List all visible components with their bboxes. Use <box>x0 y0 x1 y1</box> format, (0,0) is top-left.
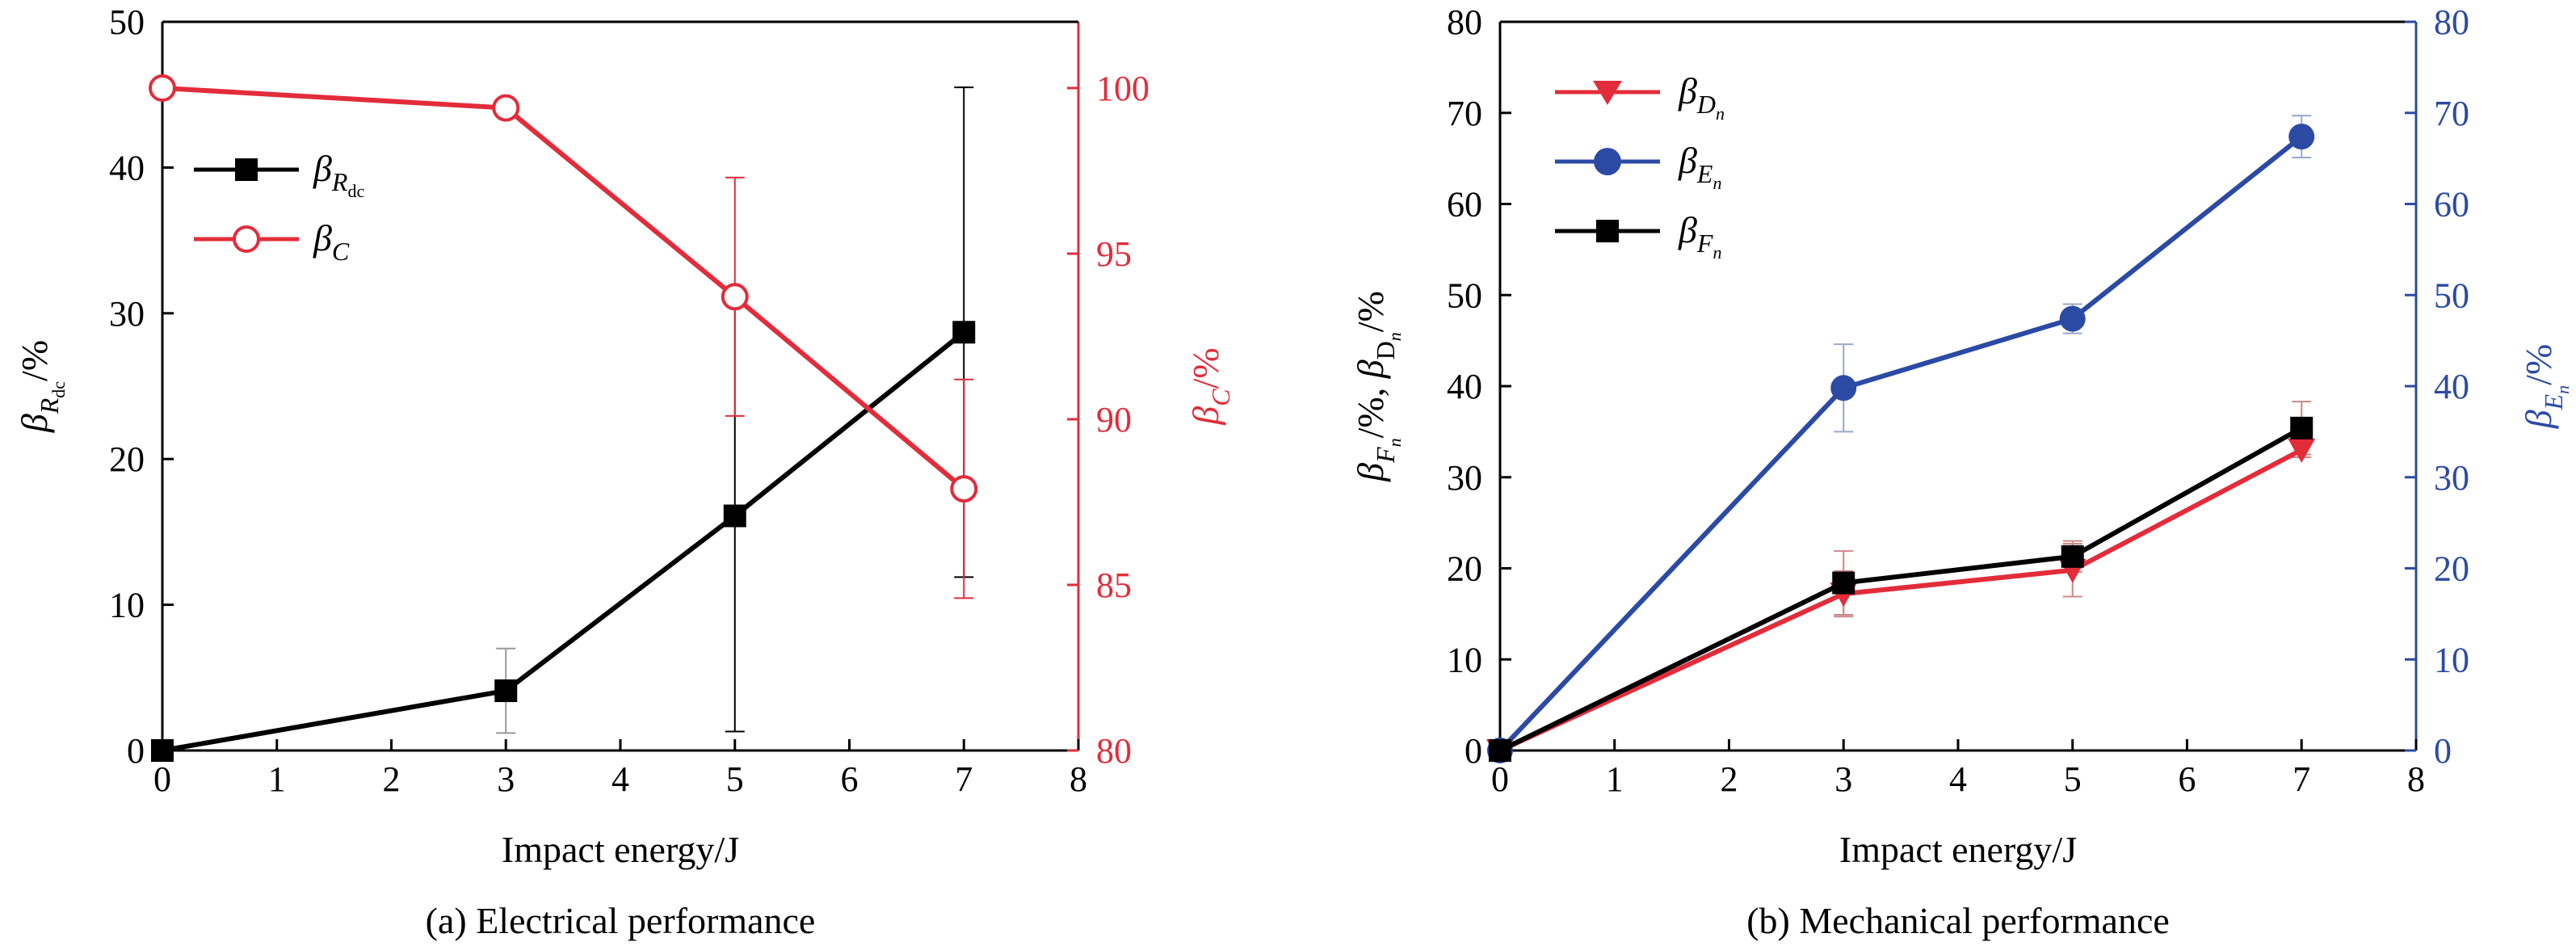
y-right-tick-label: 70 <box>2434 94 2469 133</box>
series-line <box>162 86 966 491</box>
y-right-tick-label: 30 <box>2434 458 2469 498</box>
panel-b-left-y-title: βFn/%, βDn/% <box>1350 291 1405 482</box>
legend-label-r-dc: βRdc <box>313 148 364 201</box>
x-tick-label: 0 <box>153 759 171 799</box>
x-tick-label: 4 <box>1949 759 1967 799</box>
panel-b-caption: (b) Mechanical performance <box>1746 900 2170 941</box>
panel-a-caption: (a) Electrical performance <box>426 900 816 941</box>
y-left-tick-label: 0 <box>127 731 145 771</box>
data-point-open-circle <box>950 475 978 503</box>
x-tick-label: 4 <box>611 759 629 799</box>
y-left-tick-label: 60 <box>1447 185 1482 225</box>
data-point-filled-circle <box>2288 124 2315 150</box>
x-tick-label: 1 <box>1606 759 1624 799</box>
x-tick-label: 8 <box>1069 759 1087 799</box>
x-tick-label: 5 <box>2064 759 2082 799</box>
legend-label-c: βC <box>313 217 350 266</box>
data-point-square <box>2061 544 2084 568</box>
data-point-square <box>494 679 518 703</box>
y-left-tick-label: 20 <box>109 439 145 479</box>
svg-text:βEn/%: βEn/% <box>2518 344 2573 430</box>
x-tick-label: 1 <box>268 759 286 799</box>
x-tick-label: 7 <box>955 759 973 799</box>
y-left-tick-label: 40 <box>1447 367 1482 406</box>
y-right-tick-label: 95 <box>1096 234 1132 274</box>
y-right-tick-label: 80 <box>1096 731 1132 771</box>
x-tick-label: 2 <box>383 759 401 799</box>
panel-a-x-axis-title: Impact energy/J <box>502 829 739 870</box>
y-left-tick-label: 80 <box>1447 2 1482 42</box>
data-point-square <box>952 321 976 344</box>
y-right-tick-label: 40 <box>2434 367 2469 406</box>
y-left-tick-label: 10 <box>1447 640 1482 679</box>
x-tick-label: 7 <box>2292 759 2310 799</box>
y-right-tick-label: 100 <box>1096 69 1149 108</box>
legend-label-d-n: βDn <box>1678 70 1725 124</box>
data-point-triangle-down <box>2288 438 2316 463</box>
x-tick-label: 3 <box>1834 759 1852 799</box>
x-tick-label: 8 <box>2407 759 2425 799</box>
x-tick-label: 2 <box>1721 759 1738 799</box>
y-left-tick-label: 30 <box>1447 458 1482 498</box>
x-tick-label: 3 <box>497 759 515 799</box>
legend-label-f-n: βFn <box>1678 209 1721 263</box>
x-tick-label: 6 <box>841 759 859 799</box>
y-right-tick-label: 80 <box>2434 2 2469 42</box>
y-left-tick-label: 0 <box>1464 731 1482 771</box>
data-point-square <box>2290 416 2313 439</box>
series-line <box>1498 448 2303 753</box>
panel-b-legend: βDn βEn βFn <box>1555 70 1725 263</box>
panel-a-right-y-title: βC/% <box>1185 347 1235 425</box>
legend-marker-square <box>235 158 258 181</box>
panel-b-x-axis-title: Impact energy/J <box>1839 829 2077 870</box>
data-point-filled-circle <box>2059 305 2086 332</box>
y-right-tick-label: 85 <box>1096 565 1132 605</box>
legend-marker-filled-circle <box>1594 148 1621 175</box>
y-left-tick-label: 50 <box>1447 275 1482 315</box>
y-left-tick-label: 30 <box>109 294 145 334</box>
data-point-open-circle <box>149 74 176 102</box>
y-right-tick-label: 20 <box>2434 549 2469 589</box>
data-point-open-circle <box>721 283 749 311</box>
series-line <box>1498 134 2304 753</box>
y-right-tick-label: 50 <box>2434 275 2469 315</box>
legend-label-e-n: βEn <box>1678 140 1721 193</box>
series-line <box>162 330 966 753</box>
y-left-tick-label: 50 <box>109 2 145 42</box>
data-point-square <box>1832 571 1855 595</box>
y-left-tick-label: 70 <box>1447 94 1482 133</box>
y-right-tick-label: 0 <box>2434 731 2452 771</box>
y-left-tick-label: 40 <box>109 148 145 187</box>
y-left-tick-label: 10 <box>109 586 145 625</box>
svg-text:βFn/%, βDn/%: βFn/%, βDn/% <box>1350 291 1405 482</box>
y-right-tick-label: 60 <box>2434 185 2469 225</box>
x-tick-label: 6 <box>2179 759 2196 799</box>
data-point-filled-circle <box>1830 375 1857 402</box>
svg-text:βRdc/%: βRdc/% <box>14 340 69 433</box>
data-point-square <box>151 739 174 762</box>
y-right-tick-label: 10 <box>2434 640 2469 679</box>
data-point-square <box>1489 739 1511 762</box>
x-tick-label: 0 <box>1491 759 1509 799</box>
y-right-tick-label: 90 <box>1096 400 1132 439</box>
svg-text:βC/%: βC/% <box>1185 347 1235 425</box>
y-left-tick-label: 20 <box>1447 549 1482 589</box>
data-point-open-circle <box>492 94 520 122</box>
panel-a-left-y-title: βRdc/% <box>14 340 69 433</box>
legend-marker-open-circle <box>233 225 260 253</box>
x-tick-label: 5 <box>726 759 744 799</box>
data-point-square <box>723 504 746 528</box>
series-line <box>1498 426 2303 753</box>
panel-b: 0 1 2 3 4 5 6 7 80102030405060708001020304050607… <box>1350 2 2573 941</box>
panel-a-legend: βRdc βC <box>194 148 364 266</box>
legend-marker-triangle-down <box>1593 81 1622 105</box>
legend-marker-square <box>1596 220 1619 242</box>
panel-b-right-y-title: βEn/% <box>2518 344 2573 430</box>
